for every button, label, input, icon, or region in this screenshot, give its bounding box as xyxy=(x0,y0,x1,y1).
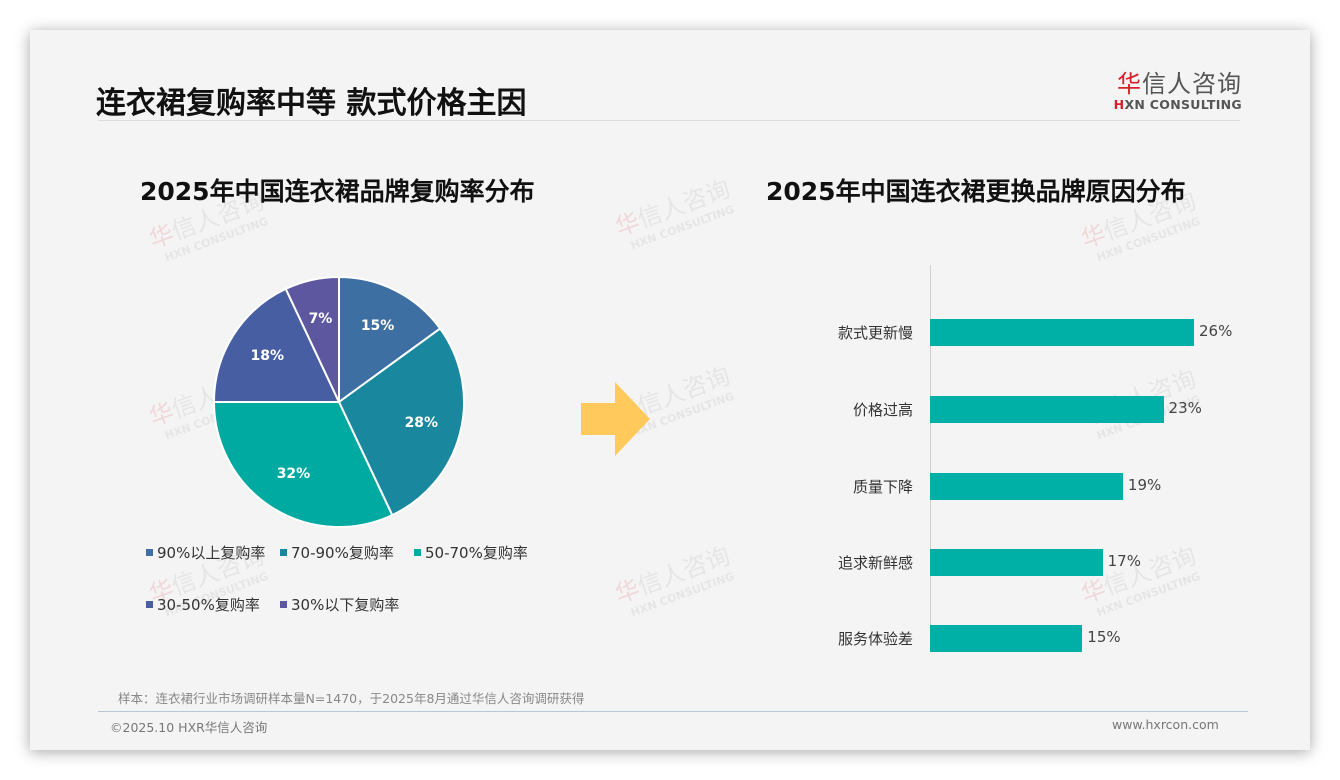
website-link[interactable]: www.hxrcon.com xyxy=(1112,717,1219,732)
pie-slice-label: 18% xyxy=(250,348,284,365)
copyright: ©2025.10 HXR华信人咨询 xyxy=(110,720,268,735)
bar-label: 追求新鲜感 xyxy=(837,554,913,572)
bar-chart-axis xyxy=(930,265,931,648)
legend-item: 50-70%复购率 xyxy=(414,542,528,563)
legend-item: 90%以上复购率 xyxy=(146,542,265,563)
title-divider xyxy=(98,120,1240,121)
pie-chart-title: 2025年中国连衣裙品牌复购率分布 xyxy=(140,177,535,206)
legend-swatch xyxy=(280,549,287,556)
pie-slice-label: 7% xyxy=(308,311,333,328)
bar-label: 服务体验差 xyxy=(837,630,913,648)
pie-chart: 15% 28% 32% 18% 7% xyxy=(210,273,468,531)
bar-row: 服务体验差 15% xyxy=(810,625,1280,652)
logo: 华信人咨询 HXN CONSULTING xyxy=(1113,70,1242,112)
bar xyxy=(930,473,1123,500)
sample-note: 样本：连衣裙行业市场调研样本量N=1470，于2025年8月通过华信人咨询调研获… xyxy=(118,691,585,706)
bar xyxy=(930,549,1103,576)
bar-value: 19% xyxy=(1127,476,1162,494)
bar-row: 追求新鲜感 17% xyxy=(810,549,1280,576)
bar-value: 15% xyxy=(1087,628,1121,646)
bar xyxy=(930,396,1164,423)
slide: 华信人咨询 HXN CONSULTING 华信人咨询 HXN CONSULTING … xyxy=(30,30,1310,750)
pie-slice xyxy=(337,327,465,517)
legend-swatch xyxy=(280,601,287,608)
bar xyxy=(930,625,1083,652)
bar xyxy=(930,319,1194,346)
bar-row: 质量下降 19% xyxy=(810,473,1280,500)
pie-slice xyxy=(284,275,340,403)
legend-swatch xyxy=(146,549,153,556)
bar-label: 价格过高 xyxy=(852,401,913,419)
bar-row: 价格过高 23% xyxy=(810,396,1280,423)
pie-slice xyxy=(212,401,394,528)
legend-swatch xyxy=(414,549,421,556)
pie-slice xyxy=(212,287,341,403)
right-arrow-icon xyxy=(581,382,651,460)
pie-slice-label: 32% xyxy=(276,465,311,482)
bar-value: 17% xyxy=(1107,552,1141,570)
pie-slice-label: 28% xyxy=(404,415,439,432)
legend-item: 70-90%复购率 xyxy=(280,542,394,563)
page-title: 连衣裙复购率中等 款式价格主因 xyxy=(96,86,527,121)
pie-slice xyxy=(338,275,442,404)
bar-value: 26% xyxy=(1199,322,1233,340)
bar-chart: 款式更新慢 26% 价格过高 23% 质量下降 19% 追求新鲜感 17% 服务… xyxy=(810,265,1280,652)
bar-chart-title: 2025年中国连衣裙更换品牌原因分布 xyxy=(766,177,1186,206)
bar-row: 款式更新慢 26% xyxy=(810,319,1280,346)
footer-divider xyxy=(98,711,1248,712)
legend-item: 30-50%复购率 xyxy=(146,594,260,615)
bar-label: 款式更新慢 xyxy=(837,324,913,342)
legend-item: 30%以下复购率 xyxy=(280,594,399,615)
legend-swatch xyxy=(146,601,153,608)
pie-chart-svg xyxy=(212,275,465,528)
bar-value: 23% xyxy=(1168,399,1202,417)
pie-slice-label: 15% xyxy=(360,318,395,335)
bar-label: 质量下降 xyxy=(852,478,913,496)
